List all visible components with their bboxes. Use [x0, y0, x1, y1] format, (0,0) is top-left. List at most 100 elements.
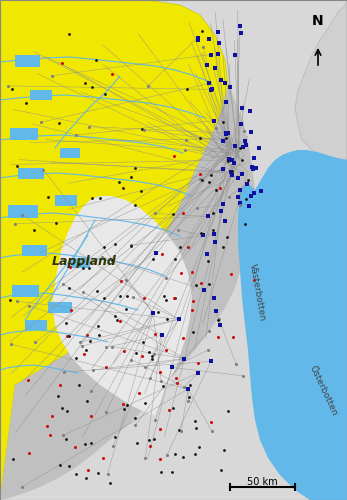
Point [163, 296, 169, 304]
Point [219, 466, 224, 474]
Point [81, 264, 86, 272]
Point [240, 372, 246, 380]
Point [110, 256, 115, 264]
Point [136, 389, 142, 397]
Point [225, 407, 230, 415]
Point [258, 187, 264, 195]
Point [139, 352, 145, 360]
Point [152, 210, 158, 218]
Point [15, 298, 20, 306]
Point [171, 152, 177, 160]
Point [155, 308, 161, 316]
Text: Västerbotten: Västerbotten [248, 263, 267, 322]
Point [159, 250, 165, 258]
Point [103, 363, 109, 371]
Point [149, 352, 154, 360]
Point [224, 234, 230, 241]
Point [238, 29, 244, 37]
Point [200, 42, 206, 50]
Point [132, 164, 137, 172]
Point [164, 315, 169, 323]
Point [194, 204, 200, 212]
Bar [10, 128, 38, 140]
Point [242, 220, 248, 228]
Point [48, 431, 53, 439]
Point [192, 417, 198, 425]
Point [206, 80, 212, 88]
Point [229, 156, 234, 164]
Point [226, 156, 231, 164]
Point [11, 455, 16, 463]
Point [73, 354, 79, 362]
Point [169, 468, 175, 476]
Point [235, 193, 241, 201]
Point [171, 294, 177, 302]
Point [222, 80, 227, 88]
Point [200, 231, 205, 239]
Point [240, 143, 246, 151]
Point [189, 306, 195, 314]
Point [128, 241, 134, 249]
Point [178, 243, 183, 251]
Point [66, 332, 72, 340]
Point [83, 346, 88, 354]
Point [76, 381, 82, 389]
Point [237, 186, 243, 194]
Point [197, 170, 203, 178]
Point [89, 83, 94, 91]
Point [87, 337, 93, 345]
Point [229, 167, 235, 175]
Bar [12, 285, 39, 297]
Point [199, 176, 205, 184]
Point [64, 319, 69, 327]
Point [95, 322, 101, 330]
Text: 50 km: 50 km [247, 477, 278, 487]
Point [247, 107, 253, 115]
Point [142, 126, 147, 134]
Point [146, 436, 151, 444]
Point [248, 192, 254, 200]
Point [157, 368, 163, 376]
Point [213, 186, 219, 194]
Point [215, 28, 221, 36]
Point [213, 124, 219, 132]
Point [102, 294, 107, 302]
Text: N: N [312, 14, 324, 28]
Polygon shape [52, 196, 192, 415]
Point [195, 369, 201, 377]
Point [193, 281, 199, 289]
Point [82, 440, 88, 448]
Point [133, 422, 138, 430]
Point [251, 276, 257, 284]
Point [208, 418, 214, 426]
Point [232, 142, 238, 150]
Point [251, 154, 256, 162]
Point [206, 35, 211, 43]
Point [159, 331, 164, 339]
Point [222, 216, 228, 224]
Point [90, 194, 95, 202]
Point [50, 72, 55, 80]
Bar [25, 320, 47, 330]
Point [124, 400, 129, 408]
Point [94, 56, 99, 64]
Point [44, 422, 50, 430]
Point [232, 52, 237, 60]
Point [250, 165, 256, 173]
Point [211, 230, 217, 238]
Point [218, 76, 223, 84]
Point [121, 347, 127, 355]
Polygon shape [295, 0, 347, 160]
Point [237, 144, 243, 152]
Point [211, 116, 217, 124]
Point [26, 449, 32, 457]
Point [210, 208, 215, 216]
Point [205, 250, 210, 258]
Point [146, 348, 152, 356]
Point [112, 312, 117, 320]
Point [208, 171, 213, 179]
Point [228, 270, 234, 278]
Point [185, 385, 191, 393]
Point [5, 82, 10, 90]
Point [102, 90, 108, 98]
